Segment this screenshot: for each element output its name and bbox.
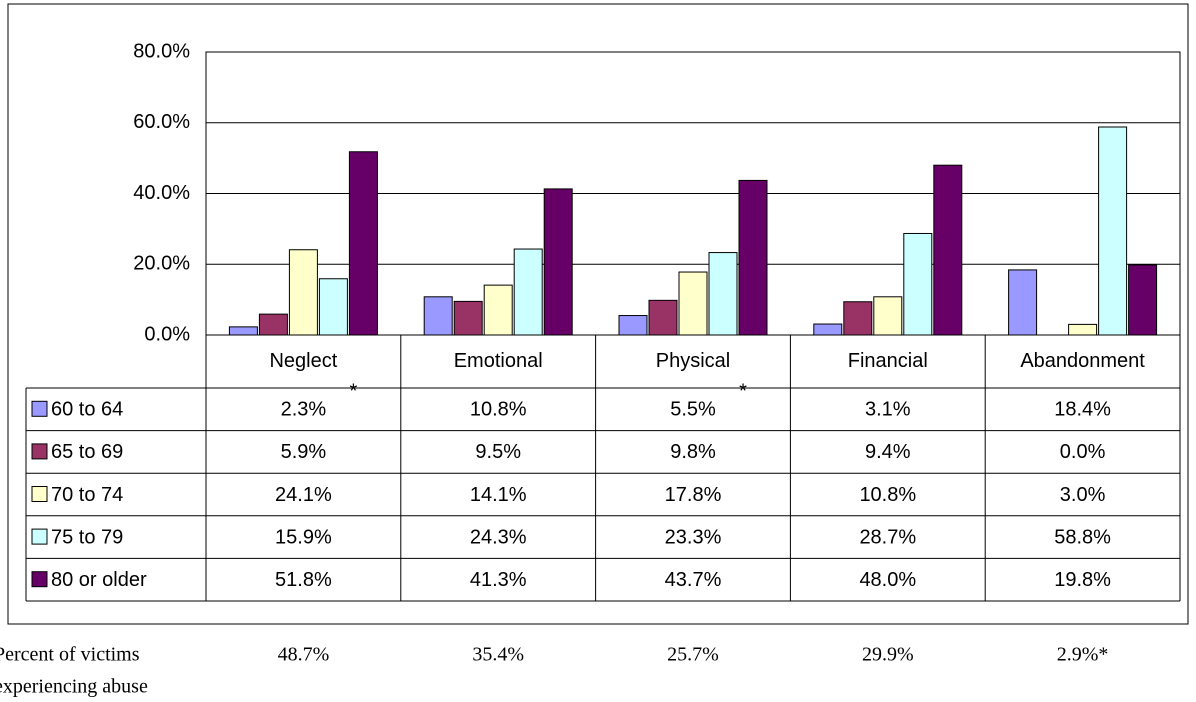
bar: [453, 300, 483, 336]
data-label: 58.8%: [1054, 526, 1111, 548]
legend-swatch: [31, 571, 48, 588]
bar: [873, 296, 903, 336]
bar: [318, 278, 348, 336]
data-label: 10.8%: [470, 399, 527, 421]
data-label: 48.0%: [859, 569, 916, 591]
bar: [258, 313, 288, 336]
bar: [1098, 126, 1128, 336]
legend-swatch: [31, 528, 48, 545]
data-label: 19.8%: [1054, 569, 1111, 591]
data-label: 28.7%: [859, 526, 916, 548]
bar: [1008, 269, 1038, 336]
bar: [738, 179, 768, 336]
data-label: 23.3%: [665, 526, 722, 548]
data-label: 9.5%: [475, 441, 521, 463]
data-label: 18.4%: [1054, 399, 1111, 421]
y-tick-label: 40.0%: [133, 182, 190, 204]
data-label: 3.0%: [1060, 484, 1106, 506]
data-label: 51.8%: [275, 569, 332, 591]
data-label: 9.4%: [865, 441, 911, 463]
data-label: 43.7%: [665, 569, 722, 591]
data-label: 3.1%: [865, 399, 911, 421]
legend-swatch: [31, 486, 48, 502]
summary-value: 48.7%: [278, 644, 330, 666]
data-label: 41.3%: [470, 569, 527, 591]
x-tick-label: Emotional: [454, 350, 543, 372]
bar: [228, 326, 258, 336]
y-tick-label: 80.0%: [133, 40, 190, 62]
legend-swatch: [31, 400, 48, 417]
bar: [933, 164, 963, 336]
bar: [288, 249, 318, 336]
summary-label: experiencing abuse: [0, 676, 148, 698]
data-label: 0.0%: [1060, 441, 1106, 463]
bar: [903, 232, 933, 336]
legend-label: 65 to 69: [51, 441, 123, 463]
data-label: 24.3%: [470, 526, 527, 548]
data-label: 9.8%: [670, 441, 716, 463]
legend-swatch: [31, 443, 48, 460]
bar: [483, 284, 513, 336]
x-tick-label: Financial: [848, 350, 928, 372]
legend-label: 70 to 74: [51, 484, 123, 506]
y-tick-label: 20.0%: [133, 253, 190, 275]
summary-value: 29.9%: [862, 644, 914, 666]
x-tick-label: Physical: [656, 350, 730, 372]
annotation: *: [350, 380, 358, 402]
summary-value: 2.9%*: [1057, 644, 1109, 666]
bar: [618, 315, 648, 336]
bar: [678, 271, 708, 336]
annotation: *: [739, 380, 747, 402]
data-label: 24.1%: [275, 484, 332, 506]
bar: [843, 301, 873, 336]
bar: [543, 188, 573, 336]
bar: [1128, 264, 1158, 336]
bar: [708, 252, 738, 336]
x-tick-label: Neglect: [269, 350, 337, 372]
data-label: 5.5%: [670, 399, 716, 421]
bar: [423, 296, 453, 336]
bar: [513, 248, 543, 336]
data-label: 2.3%: [281, 399, 327, 421]
y-tick-label: 60.0%: [133, 111, 190, 133]
legend-label: 60 to 64: [51, 399, 123, 421]
bar: [1068, 323, 1098, 336]
chart-frame: [7, 3, 1189, 625]
bar: [348, 151, 378, 336]
legend-label: 75 to 79: [51, 526, 123, 548]
data-label: 10.8%: [859, 484, 916, 506]
y-tick-label: 0.0%: [144, 323, 190, 345]
bar: [648, 299, 678, 336]
data-label: 17.8%: [665, 484, 722, 506]
summary-value: 25.7%: [667, 644, 719, 666]
summary-value: 35.4%: [472, 644, 524, 666]
plot-frame: [205, 51, 1181, 336]
data-label: 5.9%: [281, 441, 327, 463]
x-tick-label: Abandonment: [1020, 350, 1145, 372]
bar: [813, 323, 843, 336]
summary-label: Percent of victims: [0, 644, 140, 666]
data-label: 15.9%: [275, 526, 332, 548]
legend-label: 80 or older: [51, 569, 147, 591]
data-label: 14.1%: [470, 484, 527, 506]
